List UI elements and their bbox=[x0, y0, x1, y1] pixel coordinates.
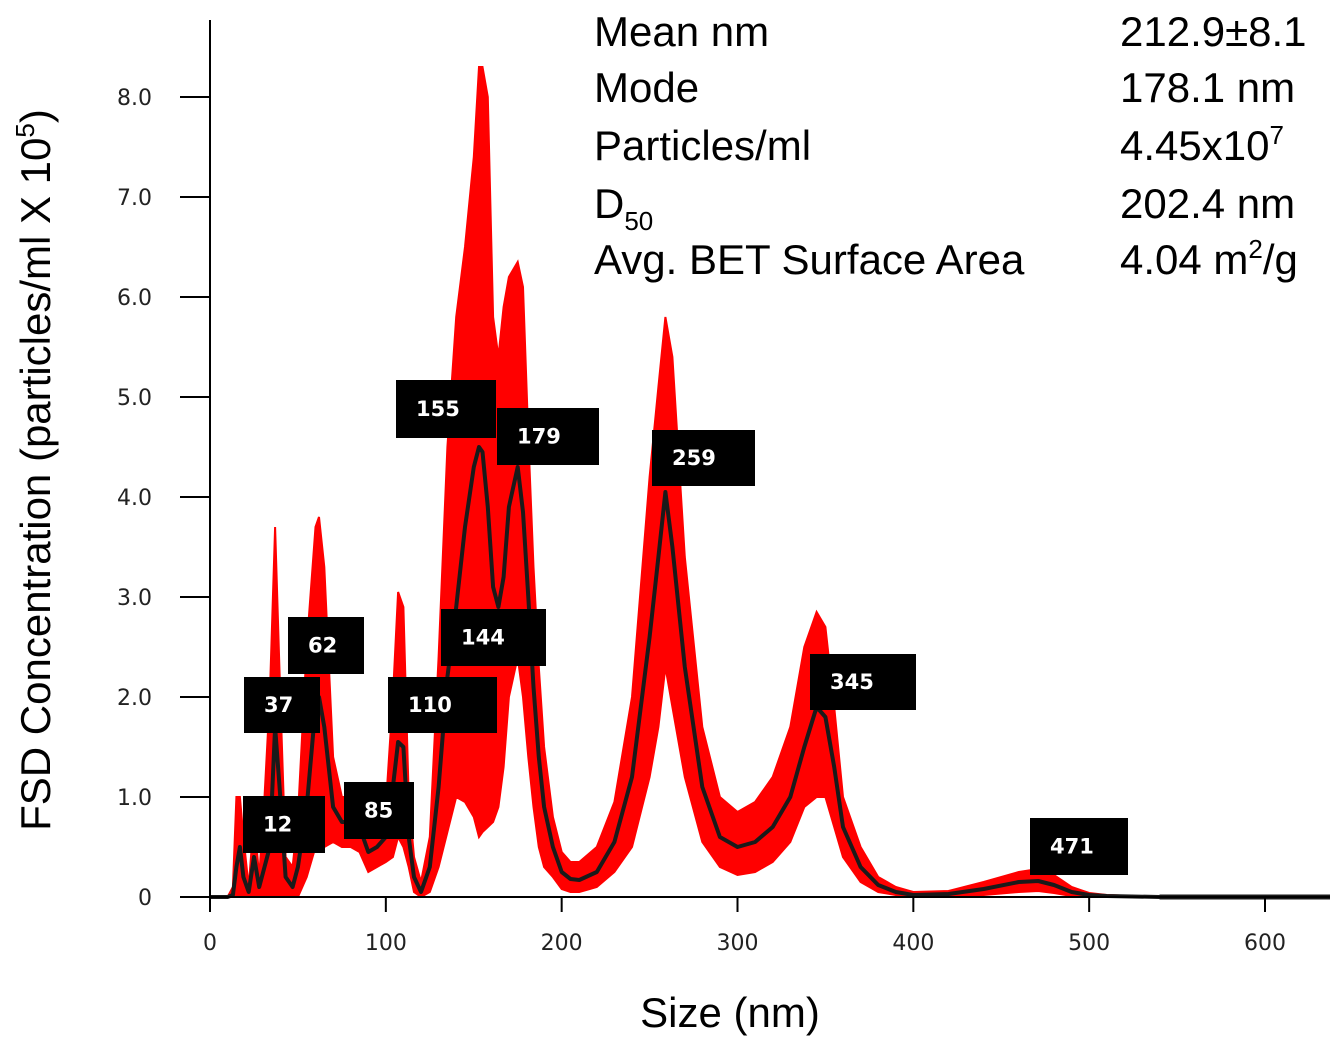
peak-label-box bbox=[810, 654, 916, 710]
peak-label-text: 110 bbox=[408, 693, 452, 717]
peak-label: 155 bbox=[396, 380, 496, 438]
peak-label: 110 bbox=[388, 677, 497, 733]
peak-label-box bbox=[396, 380, 496, 438]
y-tick-label: 3.0 bbox=[117, 586, 152, 611]
y-tick-label: 5.0 bbox=[117, 386, 152, 411]
peak-label-text: 179 bbox=[517, 425, 561, 449]
peak-label-group: 155 179 259 62 144 37 110 345 85 12 471 bbox=[243, 380, 1128, 875]
y-tick-label: 8.0 bbox=[117, 86, 152, 111]
peak-label-box bbox=[244, 677, 320, 733]
stat-label-d50-base: D bbox=[594, 180, 624, 227]
x-tick-label: 400 bbox=[892, 931, 934, 956]
y-tick-label: 6.0 bbox=[117, 286, 152, 311]
peak-label-box bbox=[344, 782, 414, 839]
y-tick-label: 0 bbox=[138, 886, 152, 911]
peak-label: 259 bbox=[652, 430, 755, 486]
y-axis-title-sup: 5 bbox=[10, 123, 40, 137]
peak-label-box bbox=[652, 430, 755, 486]
peak-label: 85 bbox=[344, 782, 414, 839]
peak-label-box bbox=[243, 796, 325, 853]
peak-label-text: 471 bbox=[1050, 835, 1094, 859]
peak-label: 37 bbox=[244, 677, 320, 733]
peak-label: 12 bbox=[243, 796, 325, 853]
stat-label-particles: Particles/ml bbox=[594, 122, 811, 169]
x-tick-group: 0 100 200 300 400 500 600 bbox=[203, 897, 1286, 956]
y-tick-label: 1.0 bbox=[117, 786, 152, 811]
y-axis-title-close: ) bbox=[12, 109, 59, 123]
x-tick-label: 600 bbox=[1244, 931, 1286, 956]
peak-label: 144 bbox=[441, 609, 546, 666]
peak-label-text: 144 bbox=[461, 626, 505, 650]
peak-label-text: 85 bbox=[364, 799, 393, 823]
stat-label-mean: Mean nm bbox=[594, 8, 769, 55]
peak-label: 471 bbox=[1030, 818, 1128, 875]
y-tick-group: 0 1.0 2.0 3.0 4.0 5.0 6.0 7.0 8.0 bbox=[117, 86, 210, 911]
y-axis-title-main: FSD Concentration (particles/ml X 10 bbox=[12, 138, 59, 831]
x-tick-label: 0 bbox=[203, 931, 217, 956]
stat-value-mode: 178.1 nm bbox=[1120, 64, 1295, 111]
stat-value-bet-tail: /g bbox=[1263, 236, 1298, 283]
peak-label-text: 345 bbox=[830, 670, 874, 694]
axes bbox=[180, 20, 1330, 898]
x-axis-title: Size (nm) bbox=[640, 989, 820, 1036]
stats-table: Mean nm 212.9±8.1 Mode 178.1 nm Particle… bbox=[594, 8, 1307, 283]
peak-label-box bbox=[288, 617, 364, 674]
x-tick-label: 500 bbox=[1068, 931, 1110, 956]
stat-value-particles-sup: 7 bbox=[1269, 120, 1283, 150]
y-tick-label: 7.0 bbox=[117, 186, 152, 211]
peak-label-text: 259 bbox=[672, 446, 716, 470]
y-axis-title: FSD Concentration (particles/ml X 105) bbox=[10, 109, 59, 831]
peak-label: 179 bbox=[497, 408, 599, 465]
y-tick-label: 4.0 bbox=[117, 486, 152, 511]
stat-label-bet: Avg. BET Surface Area bbox=[594, 236, 1025, 283]
y-tick-label: 2.0 bbox=[117, 686, 152, 711]
stat-value-mean: 212.9±8.1 bbox=[1120, 8, 1307, 55]
peak-label-text: 62 bbox=[308, 634, 337, 658]
stat-value-particles-base: 4.45x10 bbox=[1120, 122, 1269, 169]
x-tick-label: 300 bbox=[717, 931, 759, 956]
peak-label: 345 bbox=[810, 654, 916, 710]
stat-value-particles: 4.45x107 bbox=[1120, 120, 1284, 169]
stat-label-mode: Mode bbox=[594, 64, 699, 111]
peak-label-text: 12 bbox=[263, 813, 292, 837]
peak-label-box bbox=[388, 677, 497, 733]
peak-label-box bbox=[441, 609, 546, 666]
x-tick-label: 200 bbox=[541, 931, 583, 956]
x-tick-label: 100 bbox=[365, 931, 407, 956]
peak-label-box bbox=[497, 408, 599, 465]
stat-value-bet-sup: 2 bbox=[1248, 234, 1262, 264]
peak-label: 62 bbox=[288, 617, 364, 674]
peak-label-text: 37 bbox=[264, 693, 293, 717]
peak-label-text: 155 bbox=[416, 397, 460, 421]
stat-value-bet-base: 4.04 m bbox=[1120, 236, 1248, 283]
mean-line bbox=[210, 445, 1330, 899]
stat-label-d50: D50 bbox=[594, 180, 653, 236]
stat-value-bet: 4.04 m2/g bbox=[1120, 234, 1298, 283]
stat-label-d50-sub: 50 bbox=[624, 206, 653, 236]
peak-label-box bbox=[1030, 818, 1128, 875]
stat-value-d50: 202.4 nm bbox=[1120, 180, 1295, 227]
